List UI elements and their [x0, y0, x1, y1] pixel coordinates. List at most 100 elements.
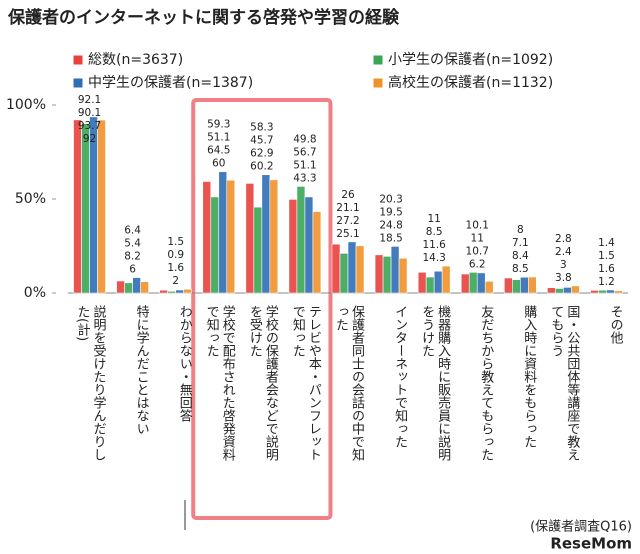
bar [73, 119, 82, 294]
bar [468, 272, 478, 294]
bar [97, 119, 106, 294]
bar [433, 270, 443, 294]
value-label: 11 [427, 213, 440, 225]
bar [159, 289, 168, 294]
value-label: 92 [83, 133, 96, 145]
bar [476, 272, 486, 294]
value-label: 24.8 [379, 219, 402, 231]
value-label: 56.7 [293, 146, 316, 158]
value-label: 51.1 [293, 159, 316, 171]
y-tick-label: 0% [24, 285, 46, 301]
bar [175, 289, 184, 294]
bar [374, 254, 384, 294]
legend-swatch [372, 54, 384, 66]
bar [504, 277, 513, 294]
bar [226, 179, 236, 294]
bar [288, 199, 298, 294]
value-label: 8.5 [512, 263, 529, 275]
bar [296, 186, 306, 294]
bar [563, 287, 572, 294]
value-label: 8.4 [512, 250, 529, 262]
legend-swatch [72, 54, 84, 66]
x-tick-label: インターネットで知った [392, 305, 408, 448]
value-label: 43.3 [293, 172, 316, 184]
y-tick-label: 50% [15, 191, 46, 207]
y-tick-label: 100% [6, 97, 46, 113]
bar [555, 288, 564, 294]
bar [417, 272, 427, 294]
value-label: 93.7 [78, 120, 101, 132]
value-label: 58.3 [250, 122, 273, 134]
value-label: 2.4 [555, 246, 572, 258]
footnote: (保護者調査Q16) [530, 519, 632, 535]
value-label: 27.2 [336, 215, 359, 227]
value-label: 1.2 [598, 276, 615, 288]
bar [512, 279, 521, 294]
value-label: 10.7 [466, 245, 489, 257]
x-tick-label: わからない・無回答 [176, 305, 192, 422]
x-tick-label: 特に学んだことはない [133, 305, 149, 435]
value-label: 2 [172, 275, 179, 287]
x-tick-label: 説明を受けたり学んだりした(計) [74, 305, 106, 461]
bar [398, 257, 408, 294]
value-label: 25.1 [336, 228, 359, 240]
highlight-frame [191, 98, 333, 520]
value-label: 59.3 [207, 119, 230, 131]
value-label: 20.3 [379, 193, 402, 205]
bar [245, 183, 255, 294]
value-label: 7.1 [512, 237, 529, 249]
bar [339, 253, 349, 294]
bar [547, 287, 556, 294]
value-label: 21.1 [336, 202, 359, 214]
bar [202, 181, 212, 294]
legend-label: 小学生の保護者(n=1092) [388, 52, 553, 68]
bar [528, 276, 537, 294]
bar [167, 291, 176, 294]
watermark: ReseMom [550, 535, 632, 553]
bar [606, 289, 615, 294]
value-label: 49.8 [293, 133, 316, 145]
bar [441, 265, 451, 294]
value-label: 1.5 [167, 236, 184, 248]
value-label: 90.1 [78, 107, 101, 119]
bar [261, 174, 271, 294]
value-label: 11 [471, 232, 484, 244]
legend-swatch [72, 77, 84, 89]
bar [81, 123, 90, 294]
bar [132, 277, 141, 294]
bar [124, 282, 133, 294]
value-label: 64.5 [207, 145, 230, 157]
x-tick-label: 国・公共団体等講座で教えてもらう [548, 305, 580, 461]
value-label: 3 [560, 259, 567, 271]
value-label: 5.4 [124, 238, 141, 250]
bar [312, 211, 322, 294]
value-label: 1.4 [598, 237, 615, 249]
x-tick-label: 保護者同士の会話の中で知った [333, 305, 364, 461]
value-label: 3.8 [555, 272, 572, 284]
bar [116, 280, 125, 294]
legend-label: 中学生の保護者(n=1387) [88, 75, 253, 91]
bar [390, 246, 400, 294]
value-label: 60.2 [250, 161, 273, 173]
x-tick-label: 学校の保護者会などで説明を受けた [246, 305, 278, 461]
value-label: 6.2 [469, 258, 486, 270]
value-label: 26 [341, 189, 355, 201]
value-label: 10.1 [466, 219, 489, 231]
value-label: 14.3 [422, 252, 445, 264]
value-label: 8.2 [124, 251, 141, 263]
value-label: 18.5 [379, 232, 402, 244]
value-label: 60 [212, 158, 225, 170]
bar [425, 276, 435, 294]
value-label: 19.5 [379, 206, 402, 218]
chart-title: 保護者のインターネットに関する啓発や学習の経験 [7, 7, 400, 28]
bar [331, 243, 341, 294]
legend-label: 高校生の保護者(n=1132) [388, 74, 553, 91]
bar [614, 290, 623, 294]
x-tick-label: 友だちから教えてもらった [478, 305, 494, 461]
bar [183, 288, 192, 294]
value-label: 92.1 [78, 94, 101, 106]
value-label: 1.6 [167, 262, 184, 274]
value-label: 1.5 [598, 250, 615, 262]
bar [218, 171, 228, 294]
value-label: 8.5 [426, 226, 443, 238]
